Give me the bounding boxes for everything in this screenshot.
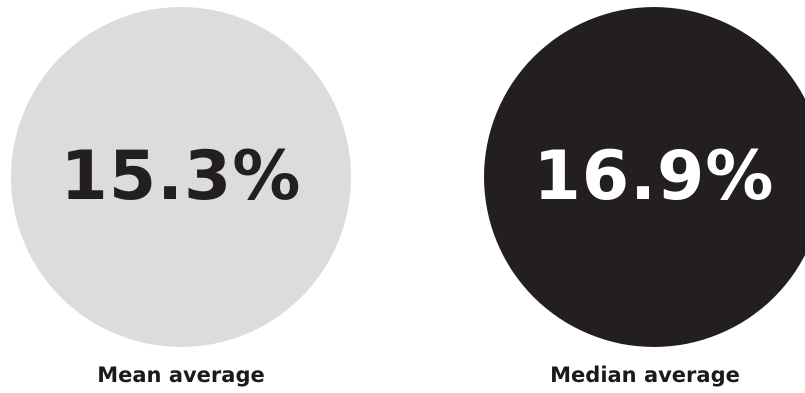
median-average-stat: 16.9% Median average	[484, 7, 805, 387]
mean-average-stat: 15.3% Mean average	[11, 7, 351, 387]
mean-average-label: Mean average	[97, 363, 265, 387]
median-average-circle: 16.9%	[484, 7, 805, 347]
mean-average-value: 15.3%	[60, 137, 302, 216]
median-average-label: Median average	[550, 363, 740, 387]
mean-average-circle: 15.3%	[11, 7, 351, 347]
median-average-value: 16.9%	[533, 137, 775, 216]
